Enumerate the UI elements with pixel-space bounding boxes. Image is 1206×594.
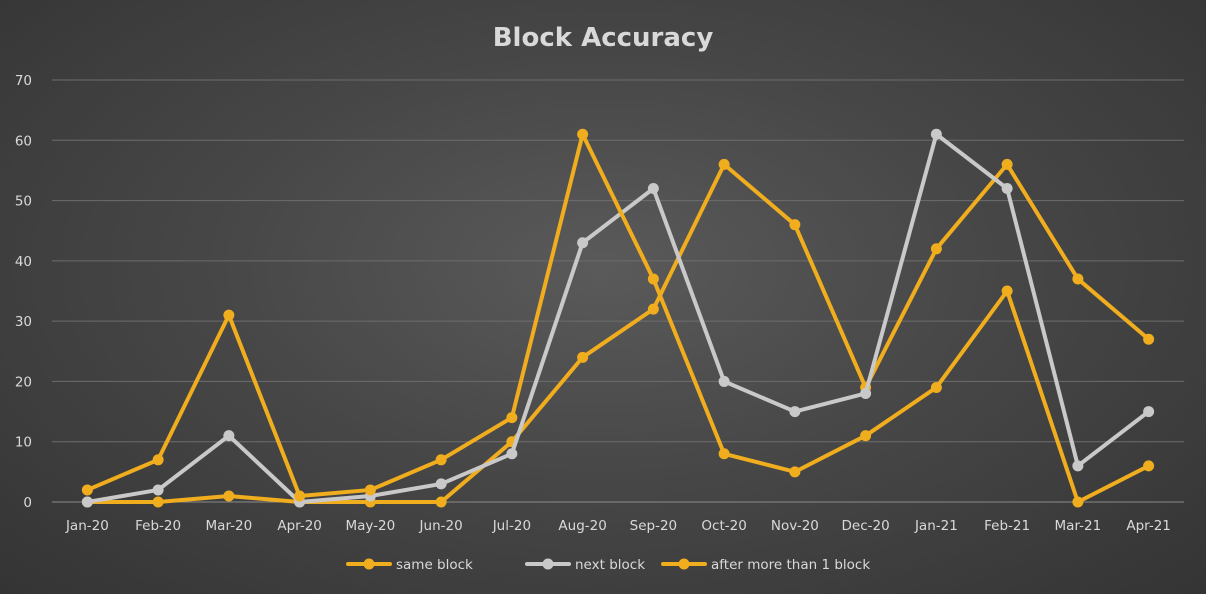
x-tick-label: Apr-21 (1126, 518, 1171, 534)
series-line (85, 162, 1151, 504)
data-point (1143, 460, 1155, 472)
data-point (577, 237, 589, 249)
data-point (506, 412, 518, 424)
y-tick-label: 20 (15, 374, 32, 390)
y-tick-label: 60 (15, 133, 32, 149)
data-point (1143, 406, 1155, 418)
x-tick-label: Nov-20 (771, 518, 819, 534)
data-point (1072, 496, 1084, 508)
data-point (152, 484, 164, 496)
data-point (789, 466, 801, 478)
data-point (435, 454, 447, 466)
data-point (718, 375, 730, 387)
x-tick-label: Jan-20 (65, 518, 109, 534)
data-point (647, 303, 659, 315)
x-tick-label: Jan-21 (914, 518, 958, 534)
x-tick-label: Jun-20 (419, 518, 463, 534)
data-point (223, 309, 235, 321)
data-point (1001, 285, 1013, 297)
y-tick-label: 30 (15, 314, 32, 330)
series-after-more-than-1-block (81, 158, 1155, 508)
series-next-block (81, 128, 1155, 508)
series-line (85, 132, 1151, 504)
data-point (930, 381, 942, 393)
data-point (577, 351, 589, 363)
y-tick-label: 40 (15, 254, 32, 270)
data-point (1001, 158, 1013, 170)
x-tick-label: Feb-21 (984, 518, 1030, 534)
legend-label: after more than 1 block (711, 557, 870, 573)
data-point (577, 128, 589, 140)
data-point (435, 496, 447, 508)
data-point (1072, 460, 1084, 472)
data-point (860, 387, 872, 399)
gridlines (52, 79, 1184, 443)
data-point (152, 454, 164, 466)
x-tick-label: Mar-20 (206, 518, 253, 534)
data-point (718, 448, 730, 460)
data-point (223, 490, 235, 502)
data-point (294, 490, 306, 502)
data-point (1072, 273, 1084, 285)
x-tick-label: Jul-20 (492, 518, 531, 534)
legend-entry: after more than 1 block (661, 557, 870, 573)
legend-label: same block (396, 557, 473, 573)
series-same-block (81, 128, 1155, 508)
axes: 0 10 20 30 40 50 60 70 Jan-20 Feb-20 Mar-20 Apr-20 M… (15, 73, 1184, 534)
data-point (81, 484, 93, 496)
x-tick-label: Feb-20 (135, 518, 181, 534)
data-point (506, 448, 518, 460)
data-point (1001, 183, 1013, 195)
data-point (860, 430, 872, 442)
x-tick-label: Aug-20 (558, 518, 606, 534)
y-tick-label: 0 (23, 495, 32, 511)
y-tick-label: 10 (15, 435, 32, 451)
legend-swatch-marker (363, 558, 375, 570)
legend-swatch-marker (678, 558, 690, 570)
y-tick-label: 70 (15, 73, 32, 89)
data-point (1143, 333, 1155, 345)
data-point (789, 219, 801, 231)
data-point (647, 273, 659, 285)
data-point (718, 158, 730, 170)
legend-swatch-marker (542, 558, 554, 570)
x-tick-label: Dec-20 (842, 518, 890, 534)
x-tick-label: Apr-20 (277, 518, 322, 534)
legend-entry: same block (346, 557, 473, 573)
data-point (223, 430, 235, 442)
legend: same block next block after more than 1 bl… (346, 557, 870, 573)
series-lines (81, 128, 1155, 508)
data-point (364, 484, 376, 496)
legend-label: next block (575, 557, 645, 573)
x-tick-label: Sep-20 (630, 518, 678, 534)
y-tick-label: 50 (15, 194, 32, 210)
data-point (152, 496, 164, 508)
x-tick-label: Oct-20 (701, 518, 746, 534)
data-point (789, 406, 801, 418)
series-line (85, 132, 1151, 504)
data-point (930, 243, 942, 255)
x-tick-label: Mar-21 (1055, 518, 1102, 534)
legend-entry: next block (525, 557, 645, 573)
data-point (930, 128, 942, 140)
chart-title: Block Accuracy (493, 23, 714, 53)
data-point (81, 496, 93, 508)
x-tick-label: May-20 (346, 518, 396, 534)
data-point (647, 183, 659, 195)
data-point (435, 478, 447, 490)
